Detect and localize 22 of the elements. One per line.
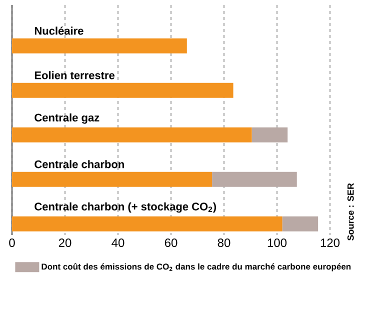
bar (252, 127, 288, 142)
bar (12, 82, 234, 98)
bar (12, 127, 252, 142)
x-tick-label: 0 (9, 238, 15, 248)
y-tick-label: Nucléaire (34, 26, 84, 35)
x-tick-label: 60 (164, 238, 178, 248)
bar (12, 172, 212, 187)
y-tick-label: Centrale charbon (34, 160, 124, 168)
x-tick-label: 100 (268, 238, 287, 248)
x-tick-label: 40 (112, 238, 124, 248)
legend-label: Dont coût des émissions de CO$_{2}$ dans le cadre du marché carbone européen (42, 263, 351, 272)
y-tick-label: Eolien terrestre (34, 71, 115, 80)
x-tick-label: 120 (320, 238, 340, 248)
bar (212, 172, 297, 187)
y-tick-label: Centrale charbon (+ stockage CO$_{2}$) (34, 202, 216, 213)
source-note: Source : SER (347, 183, 354, 241)
x-tick-label: 80 (218, 238, 230, 248)
x-tick-label: 20 (58, 238, 72, 248)
bar (12, 38, 187, 54)
y-tick-label: Centrale gaz (34, 113, 100, 124)
bar (12, 216, 282, 232)
bar (282, 216, 318, 232)
